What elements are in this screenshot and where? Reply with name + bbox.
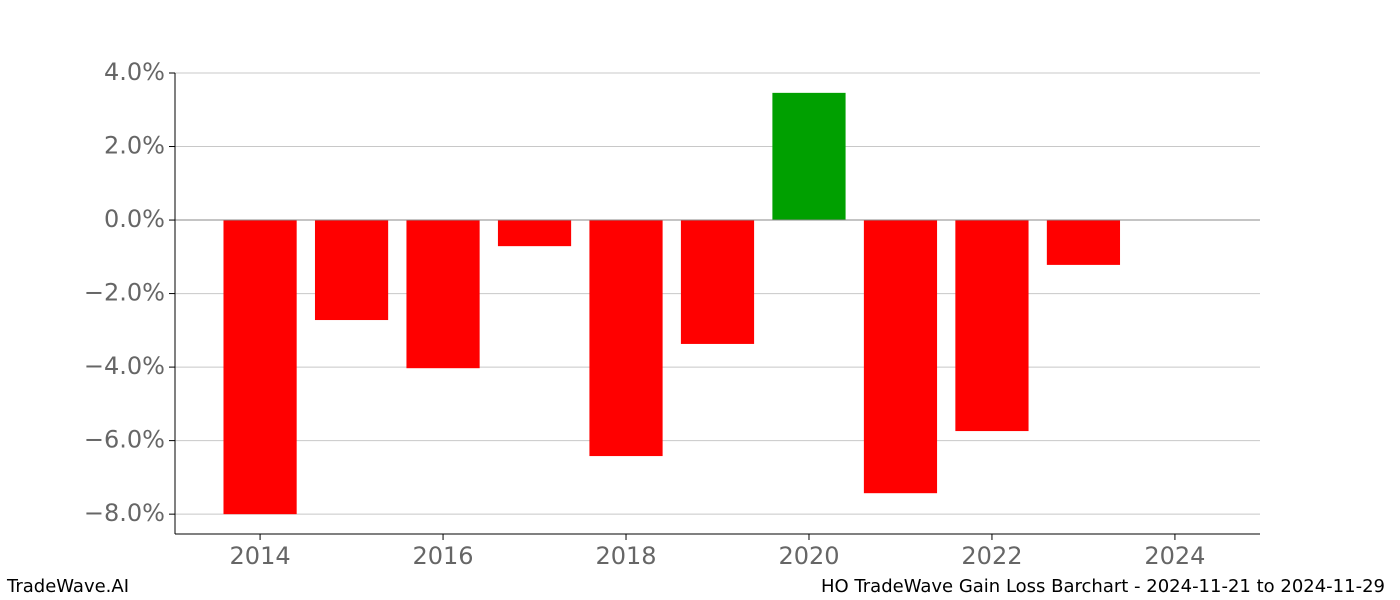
bar	[863, 220, 938, 494]
x-tick-label: 2024	[1144, 542, 1205, 570]
footer-right: HO TradeWave Gain Loss Barchart - 2024-1…	[821, 576, 1385, 597]
x-tick-label: 2014	[230, 542, 291, 570]
y-tick-label: −4.0%	[84, 352, 165, 380]
y-tick-label: 4.0%	[104, 58, 165, 86]
y-tick-label: −8.0%	[84, 499, 165, 527]
bar	[1046, 220, 1121, 265]
bar	[955, 220, 1029, 432]
bar	[589, 220, 663, 457]
y-tick-label: −2.0%	[84, 279, 165, 307]
y-tick-label: 2.0%	[104, 132, 165, 160]
bar	[406, 220, 480, 369]
footer-left: TradeWave.AI	[6, 576, 129, 597]
bar	[680, 220, 755, 344]
x-tick-label: 2016	[413, 542, 474, 570]
bar	[497, 220, 572, 247]
bar	[772, 92, 846, 221]
y-tick-label: 0.0%	[104, 205, 165, 233]
x-tick-label: 2020	[778, 542, 839, 570]
bar	[223, 220, 297, 515]
x-tick-label: 2018	[595, 542, 656, 570]
bar	[314, 220, 389, 321]
x-tick-label: 2022	[961, 542, 1022, 570]
y-tick-label: −6.0%	[84, 426, 165, 454]
